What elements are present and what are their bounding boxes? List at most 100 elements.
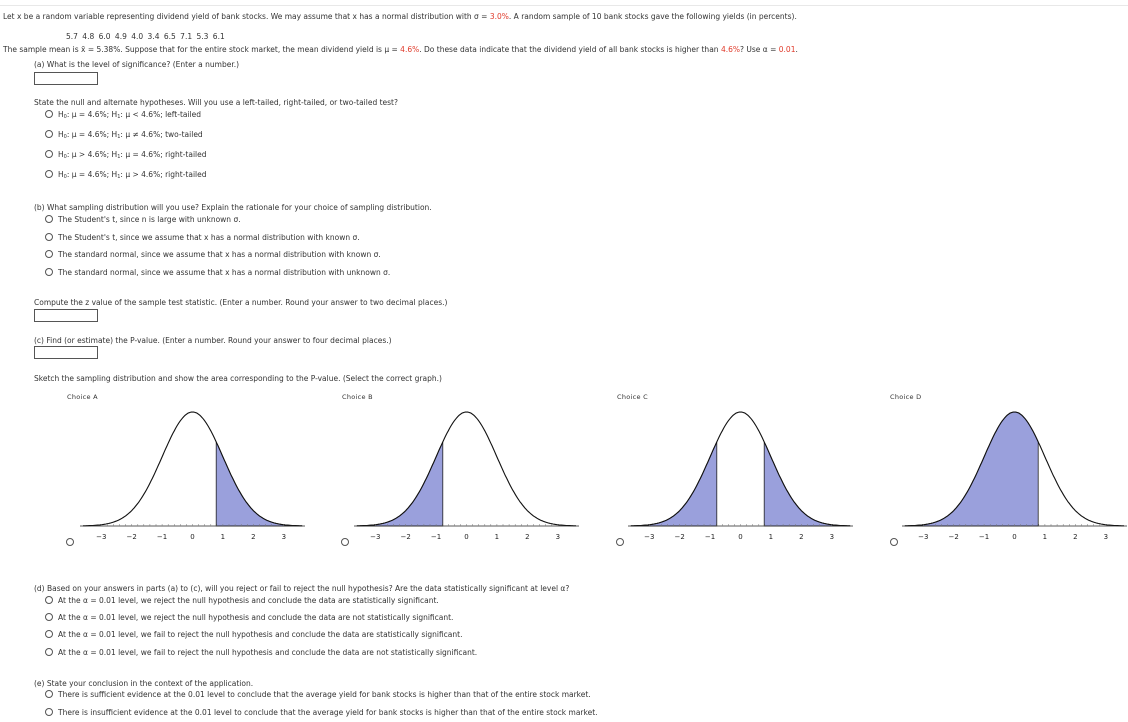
choice-a-radio[interactable] (66, 538, 74, 546)
choice-b-label: Choice B (342, 393, 373, 401)
radio-icon[interactable] (45, 648, 53, 656)
conclusion-option-1[interactable]: At the α = 0.01 level, we reject the nul… (45, 596, 439, 605)
choice-c-radio[interactable] (616, 538, 624, 546)
tick-label: 3 (1104, 533, 1108, 541)
mean-text-d: . (795, 45, 798, 54)
context-option-1[interactable]: There is sufficient evidence at the 0.01… (45, 690, 591, 699)
mean-text-c: ? Use α = (740, 45, 779, 54)
distribution-option-1[interactable]: The Student's t, since n is large with u… (45, 215, 241, 224)
h0-text: μ = 4.6% (71, 130, 107, 139)
context-option-2[interactable]: There is insufficient evidence at the 0.… (45, 708, 598, 717)
tick-label: 1 (1043, 533, 1047, 541)
graph-choice-a[interactable]: −3 −2 −1 0 1 2 3 (80, 402, 305, 549)
tick-label: 0 (464, 533, 468, 541)
radio-icon[interactable] (45, 613, 53, 621)
option-text: At the α = 0.01 level, we fail to reject… (58, 648, 478, 657)
hypothesis-option-3[interactable]: H0: μ > 4.6%; H1: μ = 4.6%; right-tailed (45, 150, 207, 160)
normal-curve (631, 411, 850, 527)
radio-icon[interactable] (45, 708, 53, 716)
tick-label: 0 (1012, 533, 1016, 541)
mu-value-2: 4.6% (720, 45, 740, 54)
graph-choice-c[interactable]: −3 −2 −1 0 1 2 3 (628, 402, 853, 549)
mean-text-a: The sample mean is x̄ = 5.38%. Suppose t… (3, 45, 401, 54)
tick-label: 0 (738, 533, 742, 541)
option-text: The Student's t, since n is large with u… (58, 215, 241, 224)
graph-b-svg: −3 −2 −1 0 1 2 3 (354, 411, 579, 541)
hypothesis-option-4[interactable]: H0: μ = 4.6%; H1: μ > 4.6%; right-tailed (45, 170, 207, 180)
z-value-input[interactable] (34, 309, 98, 322)
tick-label: −3 (918, 533, 928, 541)
tick-label: −1 (431, 533, 441, 541)
part-c-question: (c) Find (or estimate) the P-value. (Ent… (34, 336, 392, 345)
part-d-question: (d) Based on your answers in parts (a) t… (34, 584, 570, 593)
mu-value: 4.6% (400, 45, 420, 54)
distribution-option-2[interactable]: The Student's t, since we assume that x … (45, 233, 360, 242)
distribution-option-3[interactable]: The standard normal, since we assume tha… (45, 250, 381, 259)
part-b-question: (b) What sampling distribution will you … (34, 203, 432, 212)
h1-text: μ < 4.6%; left-tailed (125, 110, 202, 119)
sigma-value: 3.0% (489, 12, 509, 21)
radio-icon[interactable] (45, 150, 53, 158)
option-text: There is sufficient evidence at the 0.01… (58, 690, 591, 699)
p-value-input[interactable] (34, 346, 98, 359)
tick-label: −2 (401, 533, 411, 541)
mean-text-b: . Do these data indicate that the divide… (419, 45, 721, 54)
tick-label: 1 (495, 533, 499, 541)
choice-d-radio[interactable] (890, 538, 898, 546)
tick-label: 1 (221, 533, 225, 541)
hypothesis-option-1[interactable]: H0: μ = 4.6%; H1: μ < 4.6%; left-tailed (45, 110, 201, 120)
hypothesis-option-2[interactable]: H0: μ = 4.6%; H1: μ ≠ 4.6%; two-tailed (45, 130, 203, 140)
conclusion-option-3[interactable]: At the α = 0.01 level, we fail to reject… (45, 630, 462, 639)
distribution-option-4[interactable]: The standard normal, since we assume tha… (45, 268, 390, 277)
tick-label: −2 (127, 533, 137, 541)
radio-icon[interactable] (45, 233, 53, 241)
problem-mean: The sample mean is x̄ = 5.38%. Suppose t… (3, 45, 798, 54)
problem-intro: Let x be a random variable representing … (3, 12, 797, 21)
graph-choice-b[interactable]: −3 −2 −1 0 1 2 3 (354, 402, 579, 549)
tick-label: 1 (769, 533, 773, 541)
radio-icon[interactable] (45, 130, 53, 138)
shaded-region (356, 441, 444, 527)
radio-icon[interactable] (45, 690, 53, 698)
tick-label: 3 (282, 533, 286, 541)
graph-choice-d[interactable]: −3 −2 −1 0 1 2 3 (902, 402, 1127, 549)
shaded-region (215, 441, 303, 527)
data-values: 5.7 4.8 6.0 4.9 4.0 3.4 6.5 7.1 5.3 6.1 (66, 32, 225, 41)
h1-text: μ ≠ 4.6%; two-tailed (125, 130, 203, 139)
radio-icon[interactable] (45, 170, 53, 178)
alpha-value: 0.01 (778, 45, 796, 54)
radio-icon[interactable] (45, 215, 53, 223)
hypotheses-question: State the null and alternate hypotheses.… (34, 98, 398, 107)
tick-label: −3 (370, 533, 380, 541)
radio-icon[interactable] (45, 596, 53, 604)
sketch-question: Sketch the sampling distribution and sho… (34, 374, 442, 383)
tick-label: 2 (1073, 533, 1077, 541)
significance-input[interactable] (34, 72, 98, 85)
graph-a-svg: −3 −2 −1 0 1 2 3 (80, 411, 305, 541)
radio-icon[interactable] (45, 630, 53, 638)
option-text: At the α = 0.01 level, we reject the nul… (58, 613, 454, 622)
choice-c-label: Choice C (617, 393, 649, 401)
conclusion-option-2[interactable]: At the α = 0.01 level, we reject the nul… (45, 613, 453, 622)
part-a-question: (a) What is the level of significance? (… (34, 60, 240, 69)
shaded-region (904, 411, 1039, 527)
option-text: The Student's t, since we assume that x … (58, 233, 360, 242)
normal-curve (905, 411, 1124, 527)
h0-text: μ = 4.6% (71, 110, 107, 119)
tick-label: 3 (830, 533, 834, 541)
choice-b-radio[interactable] (341, 538, 349, 546)
normal-curve (357, 411, 576, 527)
choice-a-label: Choice A (67, 393, 98, 401)
h1-text: μ = 4.6%; right-tailed (125, 150, 207, 159)
radio-icon[interactable] (45, 250, 53, 258)
radio-icon[interactable] (45, 110, 53, 118)
tick-label: −1 (979, 533, 989, 541)
h0-text: μ > 4.6% (71, 150, 107, 159)
graph-d-svg: −3 −2 −1 0 1 2 3 (902, 411, 1127, 541)
option-text: There is insufficient evidence at the 0.… (58, 708, 598, 717)
radio-icon[interactable] (45, 268, 53, 276)
tick-label: −1 (157, 533, 167, 541)
conclusion-option-4[interactable]: At the α = 0.01 level, we fail to reject… (45, 648, 477, 657)
tick-label: −2 (675, 533, 685, 541)
h1-text: μ > 4.6%; right-tailed (125, 170, 207, 179)
